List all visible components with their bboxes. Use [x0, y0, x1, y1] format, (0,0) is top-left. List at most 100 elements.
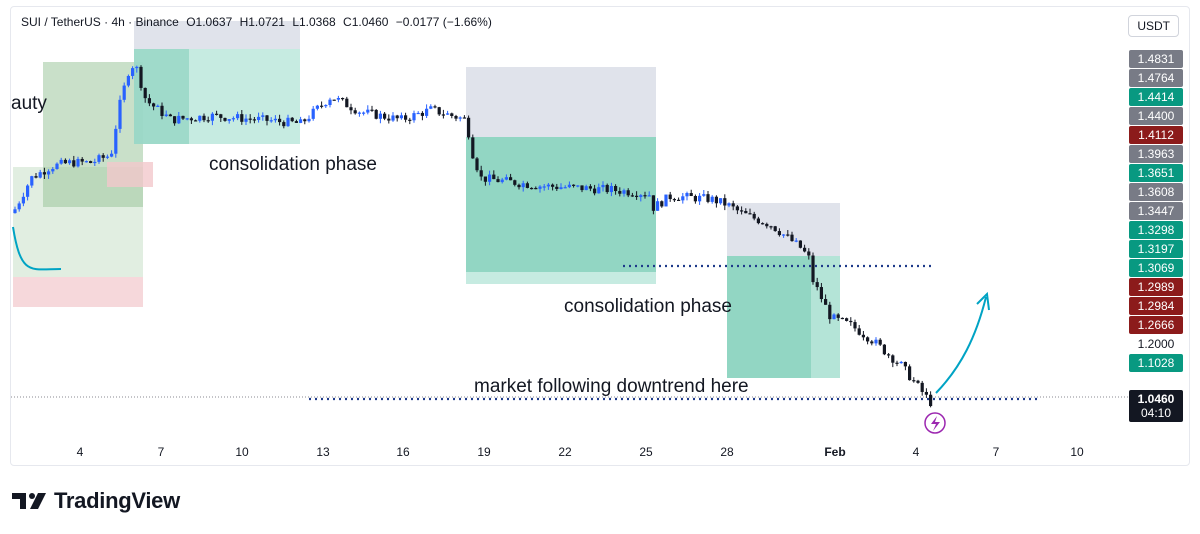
- lightning-icon[interactable]: [924, 412, 946, 434]
- svg-text:1.4831: 1.4831: [1138, 52, 1175, 66]
- time-tick-label: 4: [77, 445, 84, 459]
- currency-button[interactable]: USDT: [1128, 15, 1179, 37]
- candle: [446, 110, 450, 115]
- candle: [761, 222, 765, 225]
- candle: [475, 156, 479, 173]
- candle: [450, 112, 454, 119]
- candle: [891, 354, 895, 368]
- candle: [689, 189, 693, 197]
- candle: [878, 338, 882, 347]
- candle: [290, 117, 294, 123]
- candle: [349, 103, 353, 115]
- candle: [752, 211, 756, 221]
- candle: [185, 117, 189, 121]
- candle: [38, 169, 42, 179]
- candle: [341, 97, 345, 101]
- candle: [790, 231, 794, 242]
- change-value: −0.0177 (−1.66%): [395, 15, 492, 29]
- candle: [378, 110, 382, 124]
- candle: [597, 183, 601, 194]
- candle: [740, 206, 744, 215]
- candle: [437, 106, 441, 117]
- chart-annotation: consolidation phase: [209, 154, 377, 175]
- candle: [278, 114, 282, 126]
- candle: [832, 313, 836, 320]
- candle: [89, 160, 93, 164]
- svg-text:1.4414: 1.4414: [1138, 90, 1175, 104]
- left-curve: [12, 226, 62, 271]
- tradingview-logo-icon: [12, 493, 46, 509]
- chart-panel[interactable]: auty consolidation phase consolidation pha…: [10, 6, 1190, 466]
- candle: [299, 116, 303, 124]
- candle: [807, 248, 811, 260]
- candle: [735, 205, 739, 215]
- svg-text:1.4764: 1.4764: [1138, 71, 1175, 85]
- candle: [34, 173, 38, 179]
- candle: [462, 115, 466, 119]
- price-label: 1.2666: [1129, 316, 1183, 334]
- candle: [395, 114, 399, 122]
- svg-text:1.3963: 1.3963: [1138, 147, 1175, 161]
- candle: [269, 117, 273, 123]
- candle: [815, 277, 819, 291]
- candle: [866, 336, 870, 345]
- candle: [908, 364, 912, 381]
- candle: [252, 116, 256, 124]
- time-tick-label: Feb: [824, 445, 845, 459]
- candle: [307, 115, 311, 123]
- candle: [756, 216, 760, 225]
- candle: [374, 108, 378, 120]
- candle: [677, 197, 681, 201]
- price-label: 1.1028: [1129, 354, 1183, 372]
- candle: [723, 194, 727, 211]
- candle: [294, 119, 298, 124]
- candle: [660, 200, 664, 208]
- candle: [122, 82, 126, 103]
- candle: [488, 170, 492, 186]
- candle: [273, 115, 277, 123]
- svg-text:1.2666: 1.2666: [1138, 318, 1175, 332]
- high-value: H1.0721: [239, 15, 285, 29]
- candle: [656, 198, 660, 211]
- candle: [383, 112, 387, 121]
- candle: [177, 111, 181, 124]
- candle: [803, 244, 807, 253]
- candle: [517, 183, 521, 190]
- candle: [206, 116, 210, 123]
- candle: [114, 125, 118, 158]
- candle: [240, 109, 244, 125]
- candle: [454, 114, 458, 122]
- candle: [105, 154, 109, 160]
- candle: [126, 74, 130, 88]
- price-label: 1.2989: [1129, 278, 1183, 296]
- svg-text:1.2000: 1.2000: [1138, 337, 1175, 351]
- time-tick-label: 4: [913, 445, 920, 459]
- projection-arrow: [935, 296, 987, 394]
- brand-name: TradingView: [54, 488, 180, 513]
- candle: [706, 191, 710, 204]
- candle: [219, 113, 223, 123]
- candle: [118, 95, 122, 133]
- price-label: 1.4400: [1129, 107, 1183, 125]
- candle: [710, 195, 714, 204]
- candle: [173, 116, 177, 126]
- candle: [303, 118, 307, 125]
- candle: [765, 222, 769, 229]
- svg-text:1.3608: 1.3608: [1138, 185, 1175, 199]
- candle: [320, 101, 324, 109]
- candle: [429, 104, 433, 110]
- candle: [202, 113, 206, 123]
- candle: [605, 183, 609, 194]
- candle: [248, 114, 252, 124]
- time-tick-label: 19: [477, 445, 491, 459]
- candle: [223, 117, 227, 122]
- candle: [76, 156, 80, 168]
- candle: [836, 313, 840, 321]
- candle: [521, 180, 525, 192]
- candle: [496, 176, 500, 183]
- candle: [366, 105, 370, 115]
- candle: [97, 153, 101, 164]
- candle: [416, 111, 420, 115]
- candle: [618, 187, 622, 197]
- price-chart[interactable]: auty consolidation phase consolidation pha…: [11, 7, 1190, 466]
